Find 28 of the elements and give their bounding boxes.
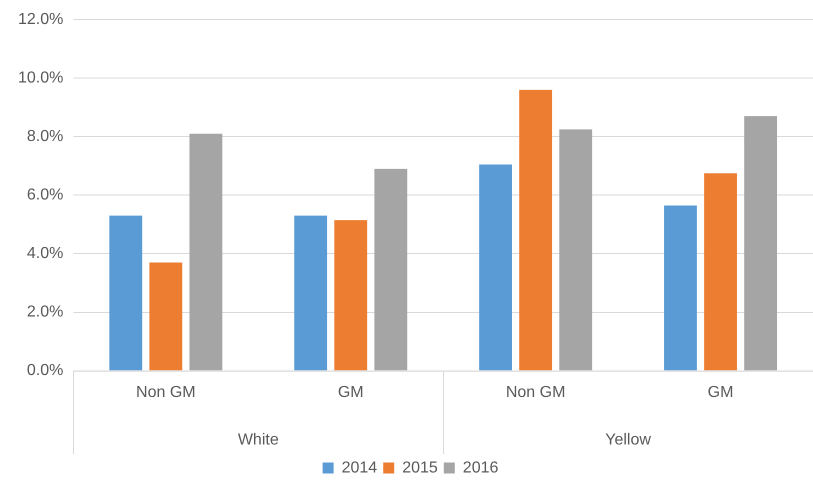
bar <box>479 164 512 370</box>
y-tick-label: 4.0% <box>26 245 64 262</box>
y-tick-label: 12.0% <box>18 11 64 28</box>
legend-label: 2015 <box>402 459 438 476</box>
bar <box>294 216 328 370</box>
bar <box>744 116 778 370</box>
bar <box>334 220 368 370</box>
text: Yellow <box>605 431 652 448</box>
text: White <box>238 431 279 448</box>
legend-label: 2016 <box>462 459 498 476</box>
bar <box>149 262 182 370</box>
x-tick-label: GM <box>338 384 364 401</box>
bar <box>559 129 592 370</box>
legend-label: 2014 <box>342 459 378 476</box>
y-tick-label: 0.0% <box>26 362 64 380</box>
x-tick-label: GM <box>708 384 734 401</box>
bar <box>664 205 697 370</box>
bar <box>109 216 142 370</box>
y-tick-label: 6.0% <box>26 186 64 204</box>
bar <box>704 173 737 370</box>
bar <box>519 90 552 370</box>
x-tick-label: Non GM <box>136 384 196 401</box>
x-tick-label: Non GM <box>506 384 566 401</box>
y-tick-label: 8.0% <box>26 128 64 146</box>
y-tick-label: 2.0% <box>26 304 64 321</box>
y-tick-label: 10.0% <box>18 70 64 87</box>
bar <box>189 134 222 370</box>
bar <box>374 168 408 370</box>
